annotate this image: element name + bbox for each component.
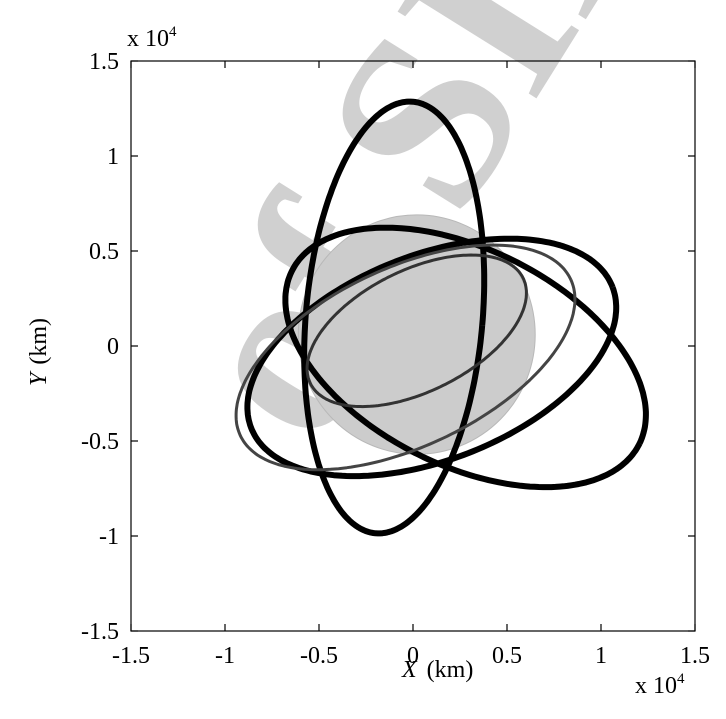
y-tick-label: 1 [107,144,119,170]
y-axis-label: Y(km) [26,318,52,386]
y-tick-label: -0.5 [81,429,119,455]
y-tick-label: 0 [107,334,119,360]
y-tick-label: 1.5 [89,49,119,75]
orbit-series-3 [244,235,620,480]
x-tick-label: -1.5 [112,643,150,669]
y-tick-label: -1.5 [81,619,119,645]
x-axis-label: X (km) [401,657,473,683]
x-tick-label: 0 [407,643,419,669]
orbit-series-4 [234,243,577,472]
x-axis-multiplier: x 104 [635,671,685,699]
y-tick-label: -1 [99,524,119,550]
ticks-layer [130,60,696,632]
orbit-series-layer [234,98,649,537]
x-tick-label: -0.5 [300,643,338,669]
orbit-series-5 [305,253,528,409]
y-tick-label: 0.5 [89,239,119,265]
y-axis-multiplier: x 104 [127,24,177,52]
x-tick-label: 1.5 [680,643,710,669]
x-tick-label: 1 [595,643,607,669]
x-tick-label: -1 [215,643,235,669]
orbit-series-2 [282,224,649,491]
x-tick-label: 0.5 [492,643,522,669]
tick-labels-layer: -1.5 -1 -0.5 0 0.5 1 1.5 -1.5 -1 -0.5 0 0.5 1 1.5 [81,49,710,669]
